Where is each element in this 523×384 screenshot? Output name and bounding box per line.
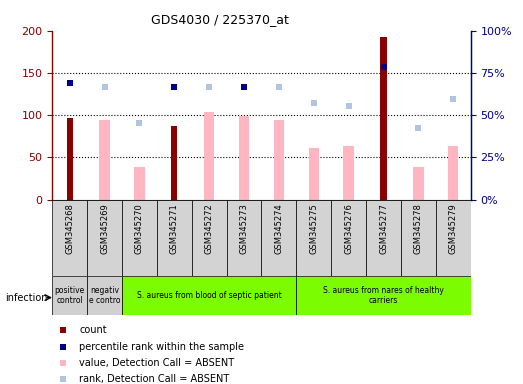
Bar — [171, 126, 177, 200]
Text: GSM345277: GSM345277 — [379, 204, 388, 254]
Text: value, Detection Call = ABSENT: value, Detection Call = ABSENT — [79, 358, 235, 368]
Text: rank, Detection Call = ABSENT: rank, Detection Call = ABSENT — [79, 374, 230, 384]
Text: positive
control: positive control — [54, 286, 85, 305]
FancyBboxPatch shape — [52, 200, 87, 276]
FancyBboxPatch shape — [297, 276, 471, 315]
Text: GSM345274: GSM345274 — [275, 204, 283, 254]
Text: infection: infection — [5, 293, 48, 303]
FancyBboxPatch shape — [87, 276, 122, 315]
Text: percentile rank within the sample: percentile rank within the sample — [79, 342, 244, 352]
Text: GSM345278: GSM345278 — [414, 204, 423, 254]
FancyBboxPatch shape — [401, 200, 436, 276]
Bar — [134, 167, 145, 200]
Bar — [380, 36, 386, 200]
FancyBboxPatch shape — [226, 200, 262, 276]
Text: GSM345279: GSM345279 — [449, 204, 458, 254]
Text: GSM345269: GSM345269 — [100, 204, 109, 254]
FancyBboxPatch shape — [122, 276, 297, 315]
Bar — [274, 120, 284, 200]
FancyBboxPatch shape — [436, 200, 471, 276]
FancyBboxPatch shape — [331, 200, 366, 276]
FancyBboxPatch shape — [157, 200, 192, 276]
Text: GSM345273: GSM345273 — [240, 204, 248, 254]
Bar — [448, 146, 459, 200]
Text: S. aureus from nares of healthy
carriers: S. aureus from nares of healthy carriers — [323, 286, 444, 305]
Bar — [239, 116, 249, 200]
FancyBboxPatch shape — [52, 276, 87, 315]
Bar — [66, 118, 73, 200]
Text: GSM345270: GSM345270 — [135, 204, 144, 254]
Text: GSM345276: GSM345276 — [344, 204, 353, 254]
Text: GSM345275: GSM345275 — [309, 204, 319, 254]
FancyBboxPatch shape — [192, 200, 226, 276]
Text: GSM345271: GSM345271 — [170, 204, 179, 254]
Text: S. aureus from blood of septic patient: S. aureus from blood of septic patient — [137, 291, 281, 300]
Bar — [204, 112, 214, 200]
Text: GSM345272: GSM345272 — [204, 204, 214, 254]
Text: count: count — [79, 326, 107, 336]
FancyBboxPatch shape — [122, 200, 157, 276]
Text: negativ
e contro: negativ e contro — [89, 286, 120, 305]
Bar — [344, 146, 354, 200]
Text: GDS4030 / 225370_at: GDS4030 / 225370_at — [151, 13, 289, 26]
FancyBboxPatch shape — [366, 200, 401, 276]
Bar — [413, 167, 424, 200]
FancyBboxPatch shape — [297, 200, 331, 276]
FancyBboxPatch shape — [262, 200, 297, 276]
FancyBboxPatch shape — [87, 200, 122, 276]
Text: GSM345268: GSM345268 — [65, 204, 74, 254]
Bar — [99, 120, 110, 200]
Bar — [309, 148, 319, 200]
